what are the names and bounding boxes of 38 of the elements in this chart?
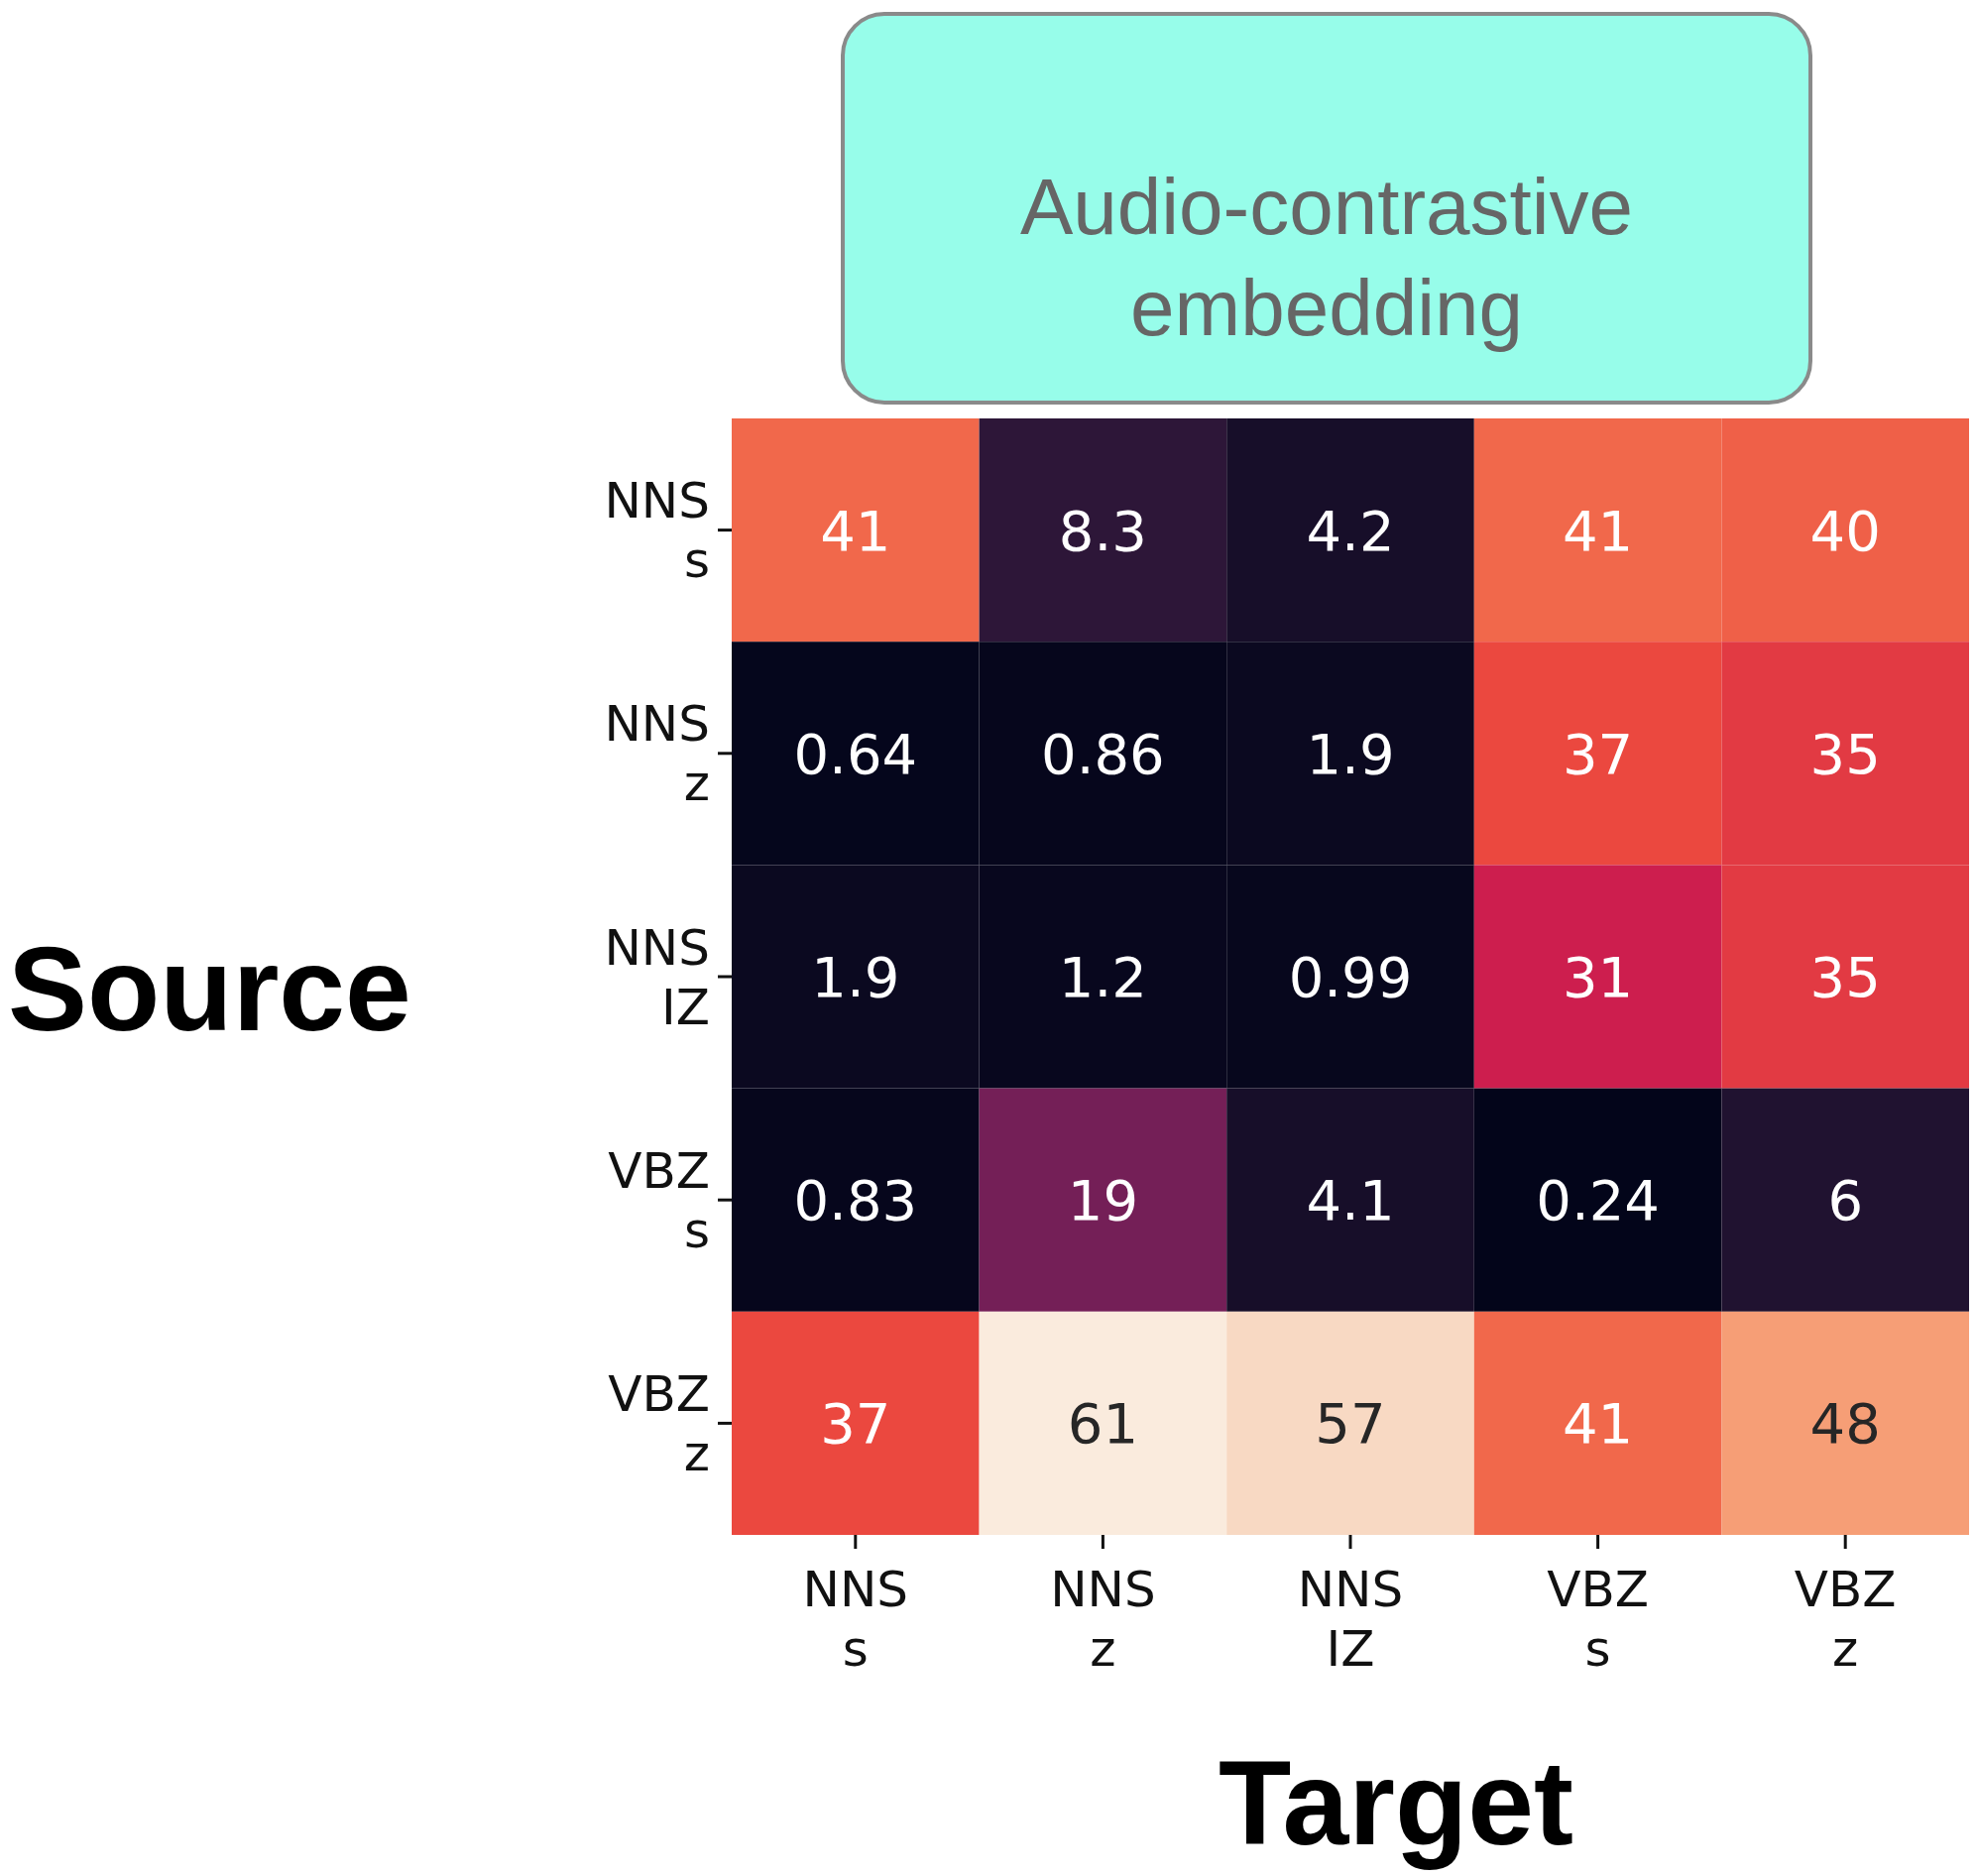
data-label: 1.9 — [1306, 721, 1395, 786]
x-tick-label: NNS IZ — [1297, 1560, 1404, 1678]
y-tick-label: NNS IZ — [604, 918, 710, 1036]
y-tick-label: VBZ z — [608, 1364, 710, 1482]
y-tick-label: NNS z — [604, 695, 710, 813]
data-label: 31 — [1562, 945, 1634, 1009]
data-label: 57 — [1315, 1391, 1386, 1457]
data-label: 0.64 — [793, 721, 918, 786]
x-tick-label: VBZ z — [1794, 1560, 1897, 1678]
data-label: 48 — [1809, 1391, 1881, 1457]
data-label: 41 — [820, 498, 891, 563]
data-label: 40 — [1809, 498, 1881, 563]
data-label: 1.9 — [811, 945, 900, 1009]
data-label: 35 — [1809, 721, 1881, 786]
data-label: 37 — [820, 1391, 891, 1457]
y-tick-label: NNS s — [604, 472, 710, 590]
data-label: 8.3 — [1058, 498, 1147, 563]
data-label: 41 — [1562, 498, 1634, 563]
data-label: 19 — [1067, 1168, 1139, 1233]
y-tick-label: VBZ s — [608, 1141, 710, 1259]
data-label: 1.2 — [1058, 945, 1147, 1009]
data-label: 0.99 — [1288, 945, 1413, 1009]
data-label: 0.86 — [1041, 721, 1165, 786]
x-tick-label: NNS z — [1050, 1560, 1156, 1678]
data-label: 0.83 — [793, 1168, 918, 1233]
data-label: 61 — [1067, 1391, 1139, 1457]
data-label: 0.24 — [1536, 1168, 1660, 1233]
x-tick-label: VBZ s — [1547, 1560, 1649, 1678]
data-label: 41 — [1562, 1391, 1634, 1457]
data-label: 37 — [1562, 721, 1634, 786]
chart-title: Audio-contrastive embedding — [1018, 162, 1635, 354]
x-tick-label: NNS s — [802, 1560, 909, 1678]
x-axis-title: Target — [1218, 1736, 1574, 1869]
data-label: 35 — [1809, 945, 1881, 1009]
data-label: 4.1 — [1306, 1168, 1395, 1233]
data-label: 4.2 — [1306, 498, 1395, 563]
y-axis-title: Source — [8, 921, 411, 1057]
data-label: 6 — [1827, 1168, 1864, 1233]
